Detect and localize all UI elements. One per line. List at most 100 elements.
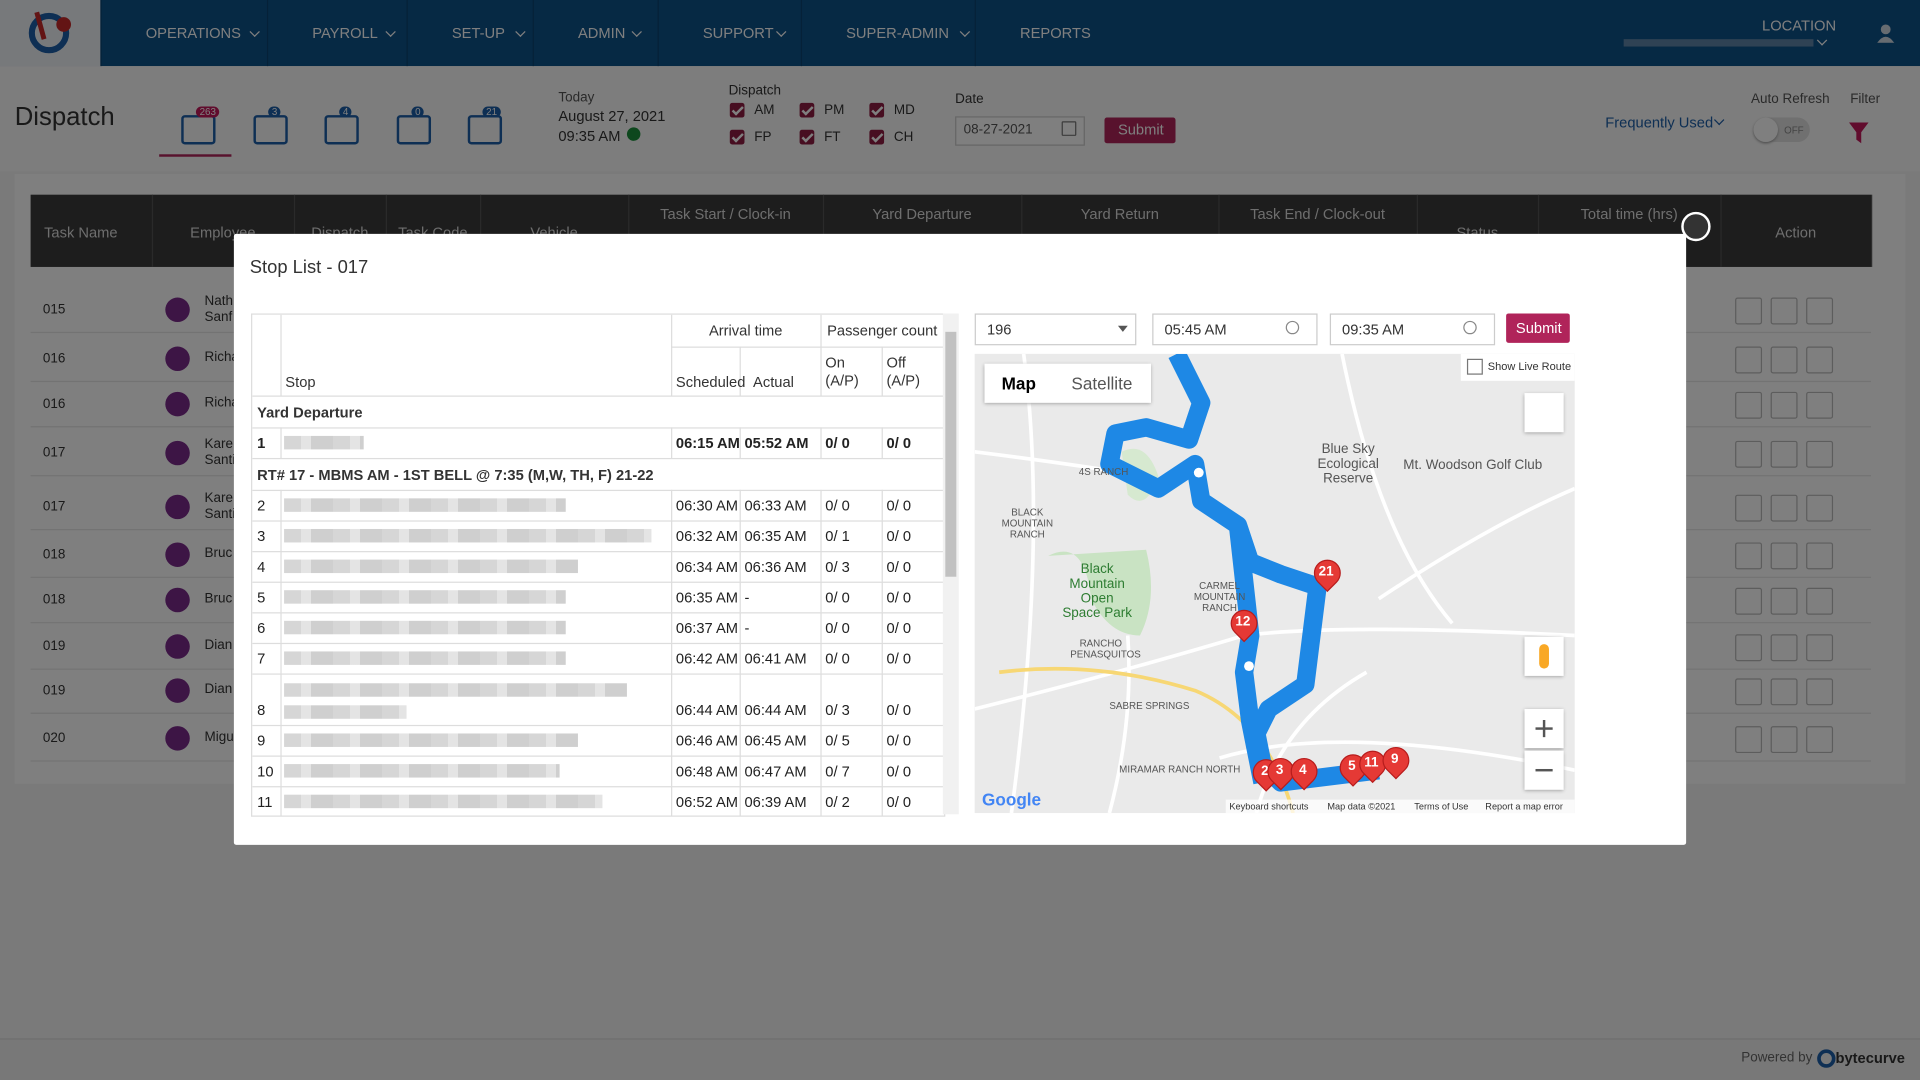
live-route-box xyxy=(1460,353,1575,381)
grid-line xyxy=(820,755,822,787)
stop-cell: - xyxy=(744,619,750,637)
grid-line xyxy=(739,612,741,643)
stop-cell: 1 xyxy=(257,434,266,452)
marker-label: 11 xyxy=(1364,755,1379,771)
grid-line xyxy=(671,642,673,674)
blurred-address xyxy=(284,683,627,697)
grid-line xyxy=(820,673,822,725)
time-value: 09:35 AM xyxy=(1342,320,1405,338)
grid-line xyxy=(252,673,945,675)
grid-line xyxy=(739,427,741,458)
grid-line xyxy=(739,489,741,521)
marker-label: 3 xyxy=(1275,762,1284,778)
stop-cell: 5 xyxy=(257,588,266,607)
grid-line xyxy=(671,520,673,552)
map-type-tab[interactable]: Satellite xyxy=(1071,373,1133,394)
blurred-address xyxy=(284,651,566,665)
grid-line xyxy=(252,489,945,492)
map-shape xyxy=(1193,467,1204,478)
grid-line xyxy=(881,786,883,816)
stop-cell: 0/ 0 xyxy=(886,497,912,515)
map-submit[interactable] xyxy=(1506,313,1570,343)
map-label: MIRAMAR RANCH NORTH xyxy=(1119,764,1241,776)
live-route-checkbox[interactable] xyxy=(1466,358,1483,375)
stop-cell: 4 xyxy=(257,558,266,576)
section-title: Yard Departure xyxy=(257,404,363,422)
grid-line xyxy=(820,724,822,756)
grid-line xyxy=(252,427,945,429)
grid-line xyxy=(252,581,945,583)
grid-line xyxy=(881,673,883,725)
stop-cell: 0/ 0 xyxy=(886,558,912,576)
grid-line xyxy=(820,581,822,613)
grid-line xyxy=(671,427,673,458)
grid-line xyxy=(820,551,822,582)
grid-line xyxy=(252,520,945,522)
grid-line xyxy=(671,786,673,816)
stop-cell: 0/ 0 xyxy=(825,497,850,515)
grid-line xyxy=(881,551,883,582)
stop-cell: 06:32 AM xyxy=(675,527,739,545)
col-stop: Stop xyxy=(285,373,316,391)
grid-line xyxy=(280,489,282,521)
stop-cell: 11 xyxy=(257,793,273,811)
map-type-control xyxy=(984,363,1152,403)
col-scheduled: Scheduled xyxy=(675,373,746,391)
map-type-tab[interactable]: Map xyxy=(1001,373,1036,394)
stop-cell: - xyxy=(744,588,750,607)
grid-line xyxy=(671,673,673,725)
blurred-address xyxy=(284,620,566,635)
google-logo: Google xyxy=(982,789,1042,810)
blurred-address xyxy=(284,590,566,604)
marker-label: 4 xyxy=(1299,762,1307,778)
map-footer-item[interactable]: Keyboard shortcuts xyxy=(1229,800,1309,812)
stop-cell: 06:47 AM xyxy=(744,762,807,781)
time-input[interactable] xyxy=(1152,313,1318,346)
blurred-address xyxy=(284,559,578,574)
stop-cell: 7 xyxy=(257,650,266,668)
stop-cell: 0/ 0 xyxy=(825,619,850,637)
map-label: CARMEL MOUNTAIN RANCH xyxy=(1193,580,1246,614)
map-footer-item[interactable]: Report a map error xyxy=(1485,800,1563,812)
grid-line xyxy=(671,551,673,582)
grid-line xyxy=(671,314,673,396)
live-route-label: Show Live Route xyxy=(1487,360,1572,373)
grid-line xyxy=(881,755,883,787)
scrollbar-thumb xyxy=(945,331,957,577)
grid-line xyxy=(280,786,282,816)
map-control[interactable] xyxy=(1524,393,1564,433)
col-actual: Actual xyxy=(753,373,794,391)
map-footer-item[interactable]: Terms of Use xyxy=(1414,800,1469,812)
grid-line xyxy=(671,346,945,348)
grid-line xyxy=(252,612,945,614)
stop-cell: 06:35 AM xyxy=(675,588,739,607)
stop-cell: 0/ 0 xyxy=(886,793,912,811)
grid-line xyxy=(820,642,822,674)
col-arrival: Arrival time xyxy=(708,322,783,340)
grid-line xyxy=(252,551,945,553)
grid-line xyxy=(280,520,282,552)
time-input[interactable] xyxy=(1329,313,1496,346)
stop-cell: 2 xyxy=(257,497,266,515)
map-submit-label: Submit xyxy=(1515,319,1562,337)
close-button[interactable] xyxy=(1681,211,1711,242)
grid-line xyxy=(252,724,945,727)
select-caret xyxy=(1117,325,1128,337)
route-select[interactable] xyxy=(974,313,1137,346)
map-label: BLACK MOUNTAIN RANCH xyxy=(1001,506,1054,541)
zoom-minus xyxy=(1535,768,1553,772)
grid-line xyxy=(671,612,673,643)
grid-line xyxy=(820,314,822,396)
grid-line xyxy=(820,520,822,552)
grid-line xyxy=(739,642,741,674)
map-label: RANCHO PENASQUITOS xyxy=(1070,637,1141,661)
stop-cell: 0/ 0 xyxy=(886,762,912,781)
stop-cell: 06:52 AM xyxy=(675,793,739,811)
modal-title: Stop List - 017 xyxy=(249,257,369,278)
grid-line xyxy=(820,786,822,816)
grid-line xyxy=(280,581,282,613)
grid-line xyxy=(820,427,822,458)
blurred-address xyxy=(284,528,652,543)
stop-table: Stop Arrival time Passenger count Scheduled… xyxy=(251,313,946,817)
grid-line xyxy=(671,755,673,787)
